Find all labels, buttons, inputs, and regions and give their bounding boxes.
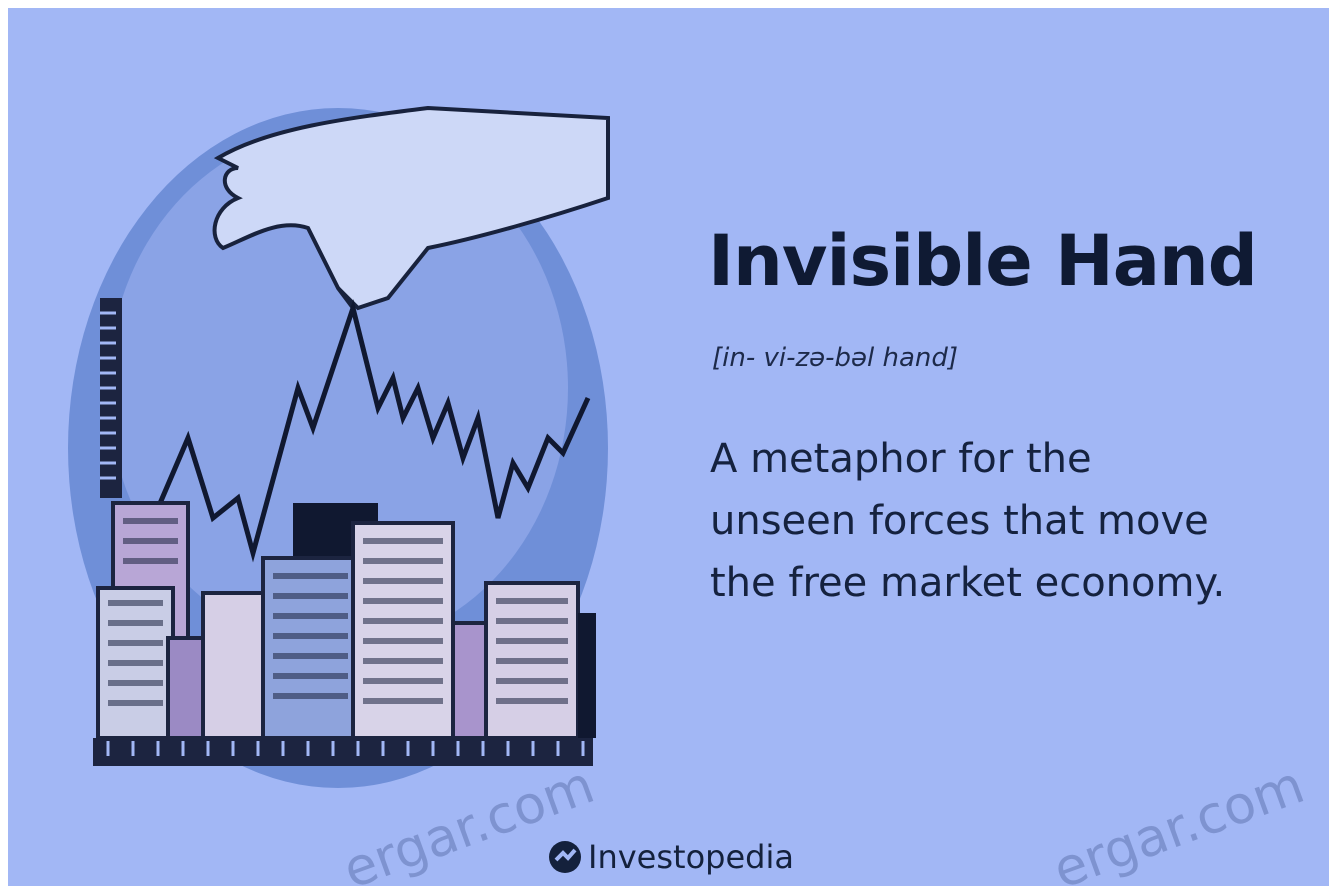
watermark: ergar.com [1046,755,1312,886]
card: Invisible Hand [in- vi-zə-bəl hand] A me… [8,8,1329,886]
title: Invisible Hand [708,220,1257,302]
definition-line: the free market economy. [710,552,1225,614]
logo: Investopedia [548,838,794,876]
definition: A metaphor for the unseen forces that mo… [710,428,1225,614]
illustration [8,8,648,886]
definition-line: A metaphor for the [710,428,1225,490]
pronunciation: [in- vi-zə-bəl hand] [712,343,958,373]
definition-line: unseen forces that move [710,490,1225,552]
logo-icon [548,840,582,874]
logo-text: Investopedia [588,838,794,876]
